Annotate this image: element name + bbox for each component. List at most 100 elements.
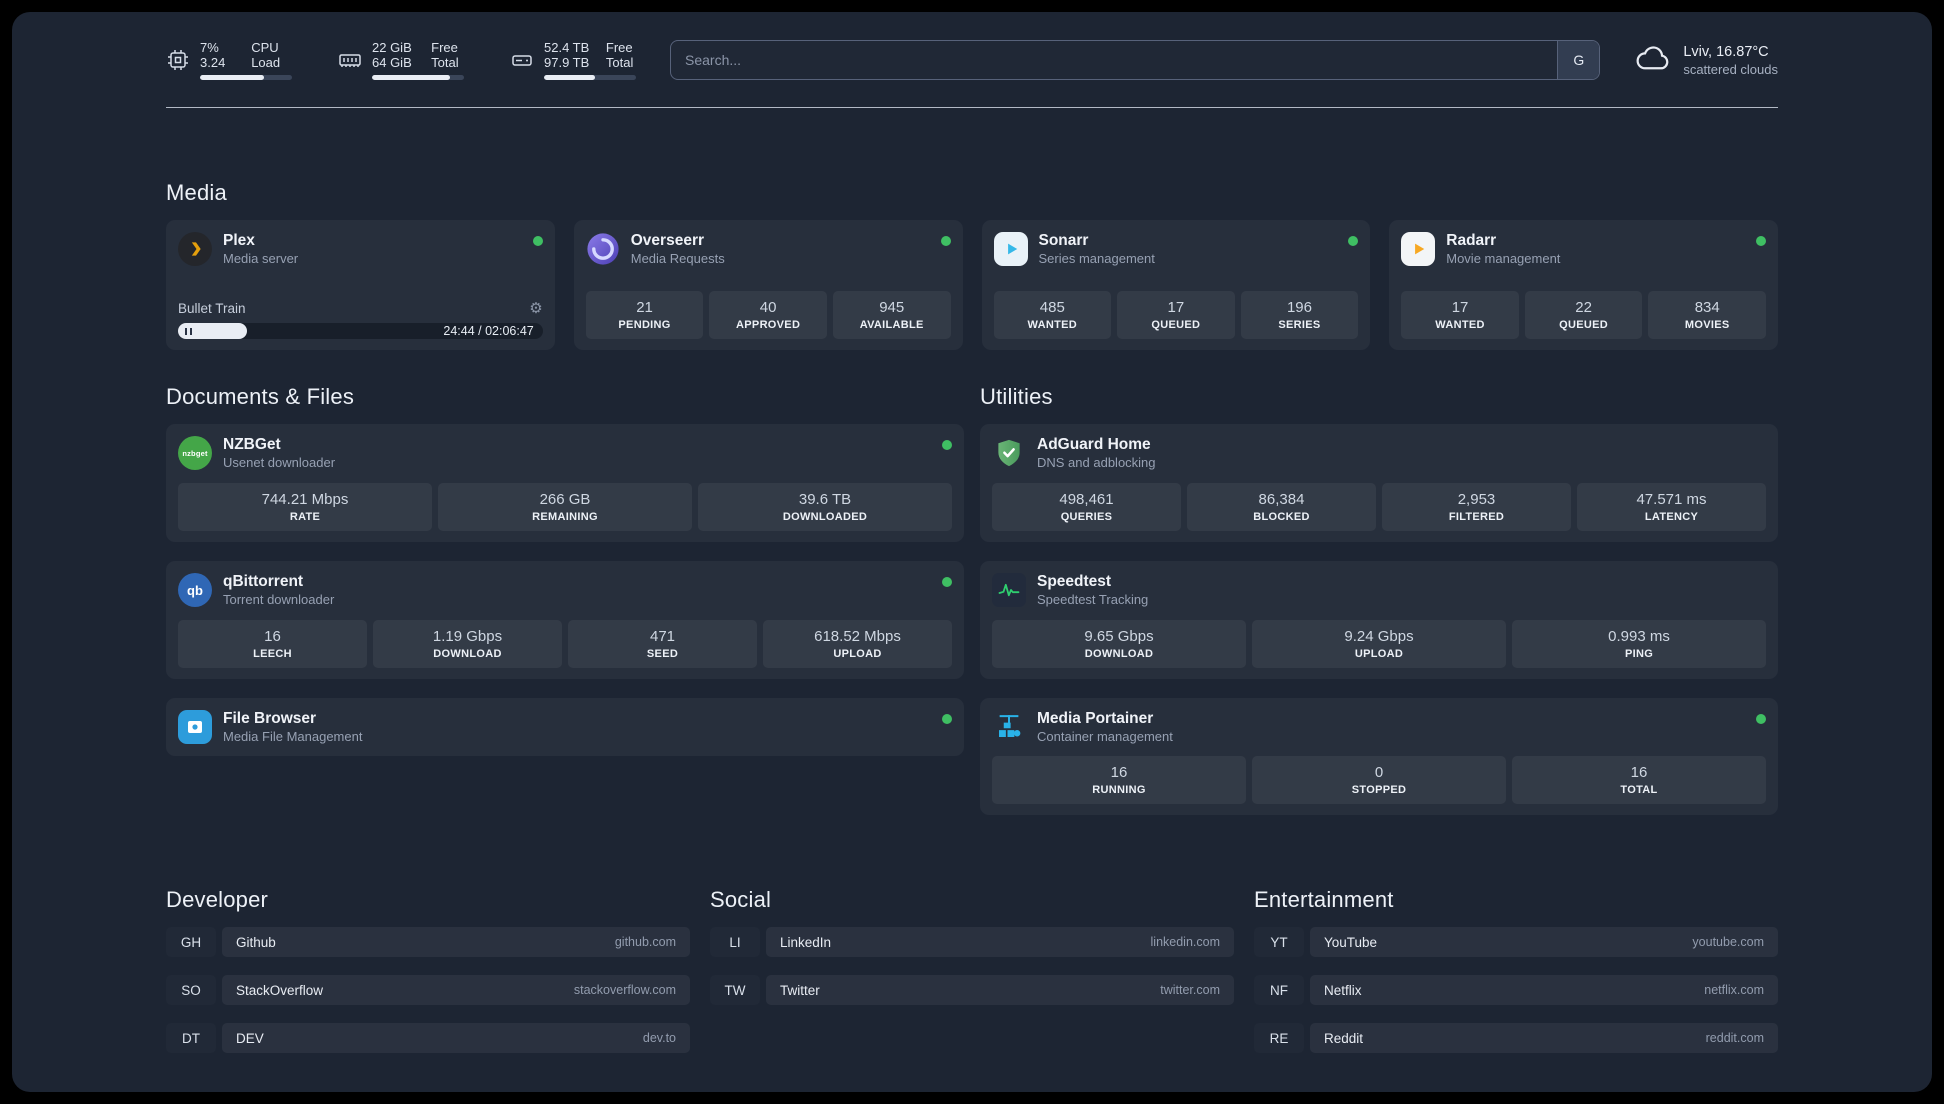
service-name: Media Portainer (1037, 710, 1154, 727)
bookmark-name: LinkedIn (780, 934, 832, 950)
bookmark-name: DEV (236, 1030, 264, 1046)
service-card-sonarr[interactable]: Sonarr Series management 485 WANTED 17 QUE… (981, 220, 1371, 350)
bookmark-domain: netflix.com (1704, 983, 1764, 997)
section-bookmarks: Developer GH Github github.com SO StackO… (166, 887, 1778, 1071)
bookmark-linkedin[interactable]: LI LinkedIn linkedin.com (710, 927, 1234, 957)
status-dot (942, 714, 952, 724)
disk-widget: 52.4 TB Free 97.9 TB Total (510, 40, 636, 80)
bookmark-youtube[interactable]: YT YouTube youtube.com (1254, 927, 1778, 957)
section-title-social: Social (710, 887, 772, 912)
memory-widget: 22 GiB Free 64 GiB Total (338, 40, 464, 80)
memory-free-value: 22 GiB (372, 40, 412, 55)
stat-stopped: 0 STOPPED (1252, 756, 1506, 804)
stat-seed: 471 SEED (568, 620, 757, 668)
memory-icon (338, 48, 362, 72)
bookmark-twitter[interactable]: TW Twitter twitter.com (710, 975, 1234, 1005)
service-card-adguard[interactable]: AdGuard Home DNS and adblocking 498,461 Q… (980, 424, 1778, 542)
bookmark-abbr: LI (729, 934, 741, 950)
search-provider-button[interactable]: G (1557, 41, 1600, 79)
bookmark-name: StackOverflow (236, 982, 324, 998)
service-card-qbittorrent[interactable]: qb qBittorrent Torrent downloader 16 LEEC… (166, 561, 964, 679)
gear-icon[interactable]: ⚙ (529, 299, 543, 317)
service-description: Media File Management (223, 729, 363, 744)
service-description: Torrent downloader (223, 592, 335, 607)
speedtest-icon (992, 573, 1026, 607)
stat-queries: 498,461 QUERIES (992, 483, 1181, 531)
dashboard: 7% CPU 3.24 Load (12, 12, 1932, 1092)
bookmark-name: Github (236, 934, 276, 950)
disk-total-label: Total (605, 55, 634, 70)
service-name: File Browser (223, 710, 317, 727)
stat-queued: 17 QUEUED (1117, 291, 1235, 339)
service-card-nzbget[interactable]: nzbget NZBGet Usenet downloader 744.21 M… (166, 424, 964, 542)
memory-progress-bar (372, 75, 464, 80)
disk-icon (510, 48, 534, 72)
section-title-developer: Developer (166, 887, 269, 912)
search-input[interactable] (671, 41, 1558, 79)
dashboard-container: 7% CPU 3.24 Load (166, 12, 1778, 1071)
cpu-widget: 7% CPU 3.24 Load (166, 40, 292, 80)
service-name: AdGuard Home (1037, 436, 1151, 453)
bookmark-domain: youtube.com (1692, 935, 1764, 949)
service-card-overseerr[interactable]: Overseerr Media Requests 21 PENDING 40 APP… (573, 220, 963, 350)
sonarr-icon (993, 232, 1028, 266)
disk-total-value: 97.9 TB (544, 55, 590, 70)
status-dot (1756, 714, 1766, 724)
stat-download: 1.19 Gbps DOWNLOAD (373, 620, 562, 668)
status-dot (532, 236, 543, 246)
status-dot (940, 236, 951, 246)
stat-upload: 9.24 Gbps UPLOAD (1252, 620, 1506, 668)
adguard-icon (992, 436, 1026, 470)
now-playing-title: Bullet Train (178, 301, 246, 316)
topbar: 7% CPU 3.24 Load (166, 37, 1778, 83)
bookmark-abbr: GH (180, 934, 202, 950)
search-bar: G (670, 40, 1601, 80)
stat-upload: 618.52 Mbps UPLOAD (763, 620, 952, 668)
stat-filtered: 2,953 FILTERED (1382, 483, 1571, 531)
playback-time: 24:44 / 02:06:47 (443, 324, 534, 338)
service-card-filebrowser[interactable]: File Browser Media File Management (166, 698, 964, 756)
bookmark-reddit[interactable]: RE Reddit reddit.com (1254, 1023, 1778, 1053)
bookmark-abbr: SO (181, 982, 201, 998)
plex-icon (178, 232, 212, 266)
section-utilities: Utilities (980, 384, 1778, 815)
service-card-portainer[interactable]: Media Portainer Container management 16 R… (980, 698, 1778, 815)
bookmark-dev[interactable]: DT DEV dev.to (166, 1023, 690, 1053)
cpu-load-value: 3.24 (200, 55, 226, 70)
stat-movies: 834 MOVIES (1648, 291, 1766, 339)
stat-latency: 47.571 ms LATENCY (1577, 483, 1766, 531)
bookmark-group-entertainment: Entertainment YT YouTube youtube.com NF … (1254, 887, 1778, 1071)
radarr-icon (1401, 232, 1436, 266)
cpu-progress-bar (200, 75, 292, 80)
status-dot (1756, 236, 1766, 246)
service-description: Media Requests (630, 251, 725, 266)
section-title-utilities: Utilities (980, 384, 1053, 409)
bookmark-name: Netflix (1324, 982, 1362, 998)
stat-remaining: 266 GB REMAINING (438, 483, 692, 531)
section-two-columns: Documents & Files nzbget NZBGet Usenet d… (166, 384, 1778, 815)
bookmark-group-social: Social LI LinkedIn linkedin.com TW Twitt… (710, 887, 1234, 1071)
service-name: Radarr (1446, 232, 1497, 249)
bookmark-github[interactable]: GH Github github.com (166, 927, 690, 957)
weather-widget: Lviv, 16.87°C scattered clouds (1634, 42, 1778, 79)
bookmark-netflix[interactable]: NF Netflix netflix.com (1254, 975, 1778, 1005)
section-documents: Documents & Files nzbget NZBGet Usenet d… (166, 384, 964, 756)
cpu-label: CPU (251, 40, 279, 55)
memory-total-label: Total (431, 55, 459, 70)
stat-downloaded: 39.6 TB DOWNLOADED (698, 483, 952, 531)
service-card-plex[interactable]: Plex Media server Bullet Train ⚙ (166, 220, 555, 350)
cpu-load-label: Load (251, 55, 281, 70)
portainer-icon (992, 710, 1026, 744)
service-card-speedtest[interactable]: Speedtest Speedtest Tracking 9.65 Gbps DO… (980, 561, 1778, 679)
disk-free-value: 52.4 TB (544, 40, 590, 55)
cloud-icon (1634, 42, 1672, 79)
bookmark-domain: reddit.com (1705, 1031, 1764, 1045)
service-card-radarr[interactable]: Radarr Movie management 17 WANTED 22 QUEUE… (1389, 220, 1778, 350)
overseerr-icon (586, 232, 620, 266)
service-description: DNS and adblocking (1037, 455, 1156, 470)
topbar-divider (166, 107, 1778, 108)
service-name: Overseerr (630, 232, 705, 249)
bookmark-abbr: DT (182, 1030, 200, 1046)
bookmark-stackoverflow[interactable]: SO StackOverflow stackoverflow.com (166, 975, 690, 1005)
memory-free-label: Free (431, 40, 458, 55)
